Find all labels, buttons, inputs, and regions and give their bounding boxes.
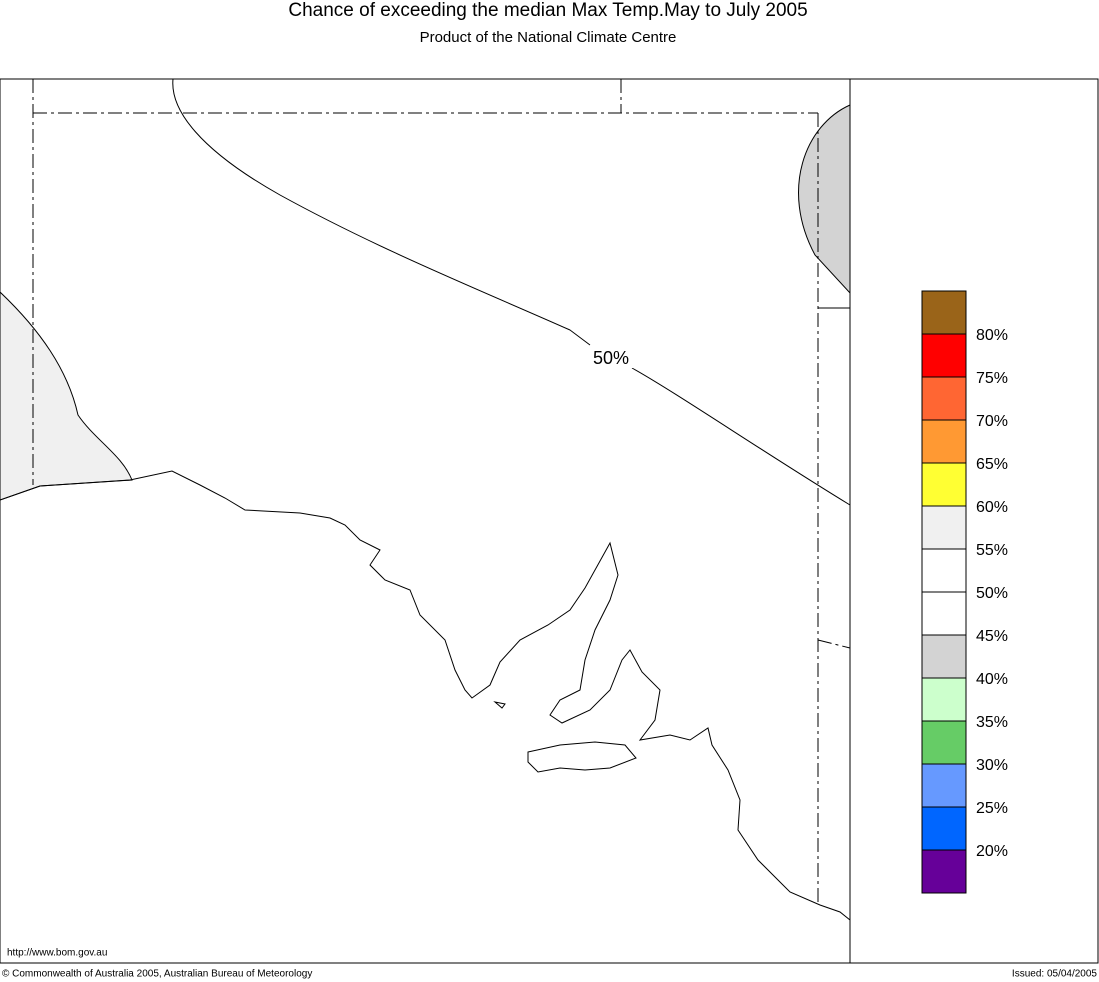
legend-label: 20%	[976, 843, 1008, 860]
subtitle: Product of the National Climate Centre	[420, 29, 677, 46]
legend-label: 75%	[976, 370, 1008, 387]
legend-panel	[849, 78, 1099, 964]
label-bg	[590, 346, 634, 368]
legend-swatch	[921, 720, 967, 765]
island	[527, 741, 637, 773]
title: Chance of exceeding the median Max Temp.…	[288, 0, 807, 21]
grey-region	[798, 104, 851, 295]
legend-label: 50%	[976, 585, 1008, 602]
legend-swatch	[921, 505, 967, 550]
legend-swatch	[921, 290, 967, 335]
legend-swatch	[921, 806, 967, 851]
legend-swatch	[921, 591, 967, 636]
url: http://www.bom.gov.au	[7, 948, 107, 959]
legend-label: 65%	[976, 456, 1008, 473]
legend: 80% 75% 70% 65% 60% 55% 50% 45% 40% 35% 30% 25% 20%	[921, 290, 1008, 894]
map	[0, 78, 851, 964]
contour-label: 50%	[593, 348, 629, 368]
legend-label: 45%	[976, 628, 1008, 645]
legend-swatch	[921, 849, 967, 894]
legend-label: 40%	[976, 671, 1008, 688]
state-borders	[32, 79, 851, 905]
legend-swatch	[921, 333, 967, 378]
legend-label: 55%	[976, 542, 1008, 559]
legend-swatch	[921, 376, 967, 421]
legend-swatch	[921, 462, 967, 507]
legend-swatch	[921, 677, 967, 722]
light-region	[0, 291, 133, 501]
contour-line	[172, 78, 591, 346]
island	[493, 701, 506, 709]
legend-label: 80%	[976, 327, 1008, 344]
legend-label: 30%	[976, 757, 1008, 774]
issued: Issued: 05/04/2005	[1012, 969, 1098, 980]
copyright: © Commonwealth of Australia 2005, Austra…	[2, 969, 312, 980]
contour-line	[631, 367, 851, 506]
coastline	[0, 470, 851, 921]
legend-swatch	[921, 419, 967, 464]
legend-swatch	[921, 634, 967, 679]
legend-swatch	[921, 763, 967, 808]
legend-label: 25%	[976, 800, 1008, 817]
legend-label: 70%	[976, 413, 1008, 430]
legend-label: 35%	[976, 714, 1008, 731]
legend-label: 60%	[976, 499, 1008, 516]
legend-swatch	[921, 548, 967, 593]
